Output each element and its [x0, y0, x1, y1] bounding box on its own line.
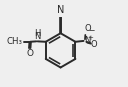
Text: N: N — [34, 31, 41, 41]
Text: O: O — [90, 40, 97, 49]
Text: N: N — [84, 36, 90, 45]
Text: −: − — [88, 26, 94, 35]
Text: +: + — [87, 35, 93, 41]
Text: N: N — [57, 5, 64, 15]
Text: O: O — [26, 50, 33, 58]
Text: O: O — [85, 24, 91, 33]
Text: CH₃: CH₃ — [6, 37, 22, 46]
Text: H: H — [34, 29, 41, 38]
